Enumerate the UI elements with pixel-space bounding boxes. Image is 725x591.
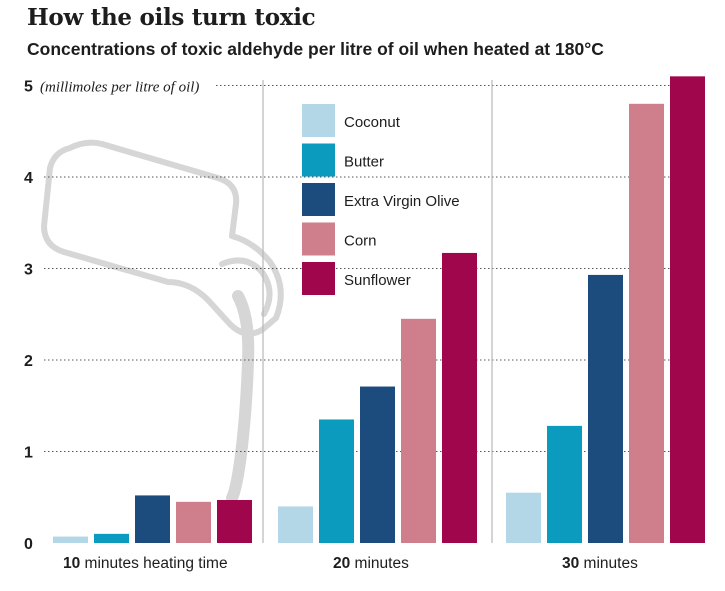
bar — [670, 76, 705, 543]
x-axis-label: 30 minutes — [562, 555, 638, 572]
bar — [94, 533, 129, 543]
bottle-opening — [219, 257, 273, 317]
y-tick-label: 1 — [24, 445, 33, 462]
legend-swatch — [302, 143, 335, 177]
legend-swatch — [302, 222, 335, 256]
oil-bottle-illustration — [41, 139, 284, 504]
legend-label: Butter — [344, 154, 384, 171]
legend-label: Coconut — [344, 114, 401, 131]
y-axis-unit-label: (millimoles per litre of oil) — [40, 80, 199, 96]
y-tick-label: 4 — [24, 170, 33, 187]
bars — [53, 76, 705, 544]
bar — [176, 501, 211, 543]
bar — [401, 318, 436, 543]
y-tick-label: 0 — [24, 536, 33, 553]
unit-label-background — [38, 75, 216, 96]
chart-subtitle: Concentrations of toxic aldehyde per lit… — [27, 39, 604, 59]
group-dividers — [262, 80, 493, 543]
bar — [278, 506, 313, 543]
bar — [588, 274, 623, 543]
bar — [319, 419, 354, 543]
bar — [547, 425, 582, 543]
y-tick-label: 5 — [24, 79, 33, 96]
legend-label: Sunflower — [344, 272, 411, 289]
x-axis-label: 10 minutes heating time — [63, 555, 228, 572]
bar — [53, 536, 88, 543]
legend-label: Extra Virgin Olive — [344, 193, 460, 210]
bar — [135, 495, 170, 543]
y-tick-label: 2 — [24, 353, 33, 370]
oil-stream — [226, 290, 255, 504]
bottle-outline — [41, 139, 284, 337]
grid-lines — [38, 75, 705, 452]
chart-title: How the oils turn toxic — [27, 4, 316, 31]
legend-swatch — [302, 104, 335, 137]
bar — [442, 252, 477, 543]
legend: Coconut Butter Extra Virgin Olive Corn Sunfl… — [302, 104, 460, 295]
bar — [360, 386, 395, 543]
y-axis-ticks: 0 1 2 3 4 5 — [24, 79, 33, 554]
bar — [506, 492, 541, 543]
legend-swatch — [302, 183, 335, 216]
bar — [217, 499, 252, 543]
bar — [629, 103, 664, 544]
legend-swatch — [302, 262, 335, 295]
legend-label: Corn — [344, 233, 377, 250]
x-axis-labels: 10 minutes heating time 20 minutes 30 minu… — [63, 555, 638, 572]
x-axis-label: 20 minutes — [333, 555, 409, 572]
y-tick-label: 3 — [24, 262, 33, 279]
